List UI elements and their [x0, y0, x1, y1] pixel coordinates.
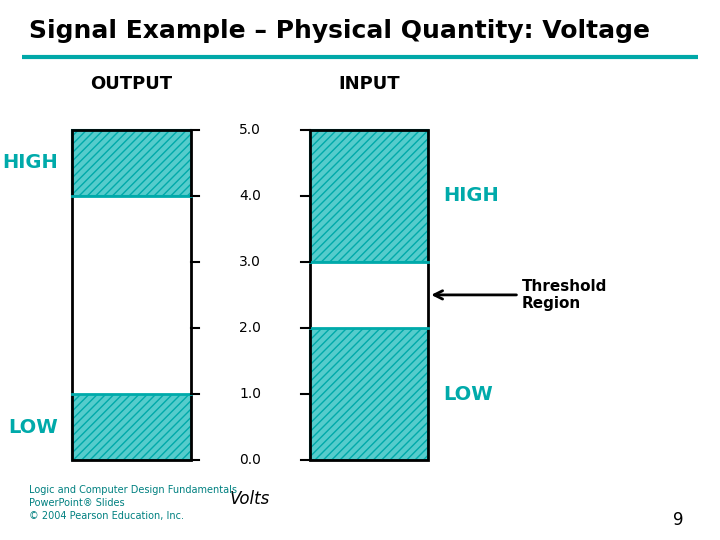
Bar — [310, 328, 428, 460]
Text: OUTPUT: OUTPUT — [90, 76, 173, 93]
Bar — [72, 130, 191, 196]
Text: 2.0: 2.0 — [239, 321, 261, 335]
Bar — [72, 130, 191, 460]
Bar — [310, 130, 428, 460]
Bar — [72, 394, 191, 460]
Text: Threshold
Region: Threshold Region — [434, 279, 608, 311]
Text: HIGH: HIGH — [2, 153, 58, 172]
Text: Signal Example – Physical Quantity: Voltage: Signal Example – Physical Quantity: Volt… — [29, 19, 649, 43]
Text: Volts: Volts — [230, 490, 270, 508]
Text: 4.0: 4.0 — [239, 189, 261, 203]
Text: 9: 9 — [673, 511, 684, 529]
Text: 0.0: 0.0 — [239, 453, 261, 467]
Text: LOW: LOW — [8, 417, 58, 436]
Text: Logic and Computer Design Fundamentals
PowerPoint® Slides
© 2004 Pearson Educati: Logic and Computer Design Fundamentals P… — [29, 485, 237, 521]
Text: INPUT: INPUT — [338, 76, 400, 93]
Text: HIGH: HIGH — [443, 186, 498, 205]
Text: LOW: LOW — [443, 384, 492, 403]
Bar — [72, 196, 191, 394]
Bar — [310, 262, 428, 328]
Bar — [310, 130, 428, 262]
Text: 5.0: 5.0 — [239, 123, 261, 137]
Text: 1.0: 1.0 — [239, 387, 261, 401]
Text: 3.0: 3.0 — [239, 255, 261, 269]
